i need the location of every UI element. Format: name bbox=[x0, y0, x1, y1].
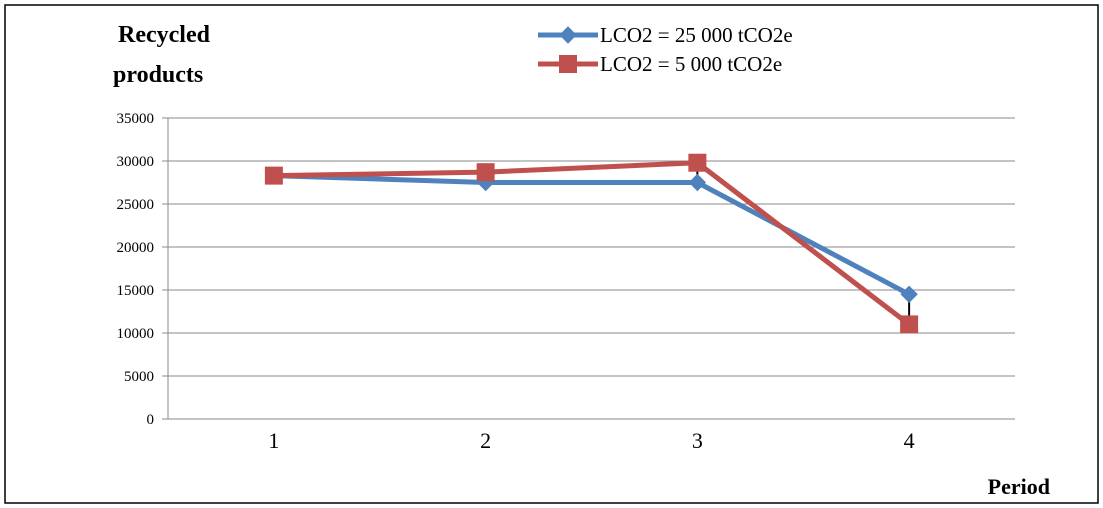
y-tick-label-25000: 25000 bbox=[117, 197, 155, 213]
y-tick-label-5000: 5000 bbox=[124, 369, 154, 385]
legend-marker-1 bbox=[559, 26, 577, 44]
y-tick-label-10000: 10000 bbox=[117, 326, 155, 342]
x-tick-labels: 1 2 3 4 bbox=[268, 428, 914, 453]
legend-marker-2 bbox=[559, 55, 577, 73]
legend: LCO2 = 25 000 tCO2e LCO2 = 5 000 tCO2e bbox=[538, 23, 793, 76]
x-axis-label: Period bbox=[988, 474, 1050, 499]
series-2-point-2 bbox=[476, 163, 495, 182]
chart-title-line-1: Recycled bbox=[118, 22, 211, 48]
series-2-line bbox=[273, 160, 911, 327]
series-layer bbox=[264, 153, 919, 334]
y-tick-label-20000: 20000 bbox=[117, 240, 155, 256]
y-tick-label-30000: 30000 bbox=[117, 154, 155, 170]
series-2 bbox=[264, 153, 919, 334]
x-tick-label-1: 1 bbox=[268, 428, 279, 453]
x-tick-label-3: 3 bbox=[692, 428, 703, 453]
x-tick-label-4: 4 bbox=[904, 428, 915, 453]
y-gridlines bbox=[162, 117, 1015, 420]
x-tick-label-2: 2 bbox=[480, 428, 491, 453]
chart-title-line-2: products bbox=[113, 62, 203, 88]
legend-label-2: LCO2 = 5 000 tCO2e bbox=[600, 52, 782, 76]
series-1-line bbox=[273, 173, 911, 297]
series-1-point-3 bbox=[688, 173, 707, 192]
series-2-point-4 bbox=[900, 315, 919, 334]
series-2-point-1 bbox=[264, 166, 283, 185]
series-1-point-4 bbox=[900, 285, 918, 304]
y-tick-labels: 0 5000 10000 15000 20000 25000 30000 35000 bbox=[117, 111, 155, 428]
series-2-point-3 bbox=[688, 153, 707, 172]
y-tick-label-15000: 15000 bbox=[117, 283, 155, 299]
y-tick-label-35000: 35000 bbox=[117, 111, 155, 127]
legend-label-1: LCO2 = 25 000 tCO2e bbox=[600, 23, 793, 47]
chart-border bbox=[4, 4, 1099, 504]
y-tick-label-0: 0 bbox=[147, 412, 155, 428]
